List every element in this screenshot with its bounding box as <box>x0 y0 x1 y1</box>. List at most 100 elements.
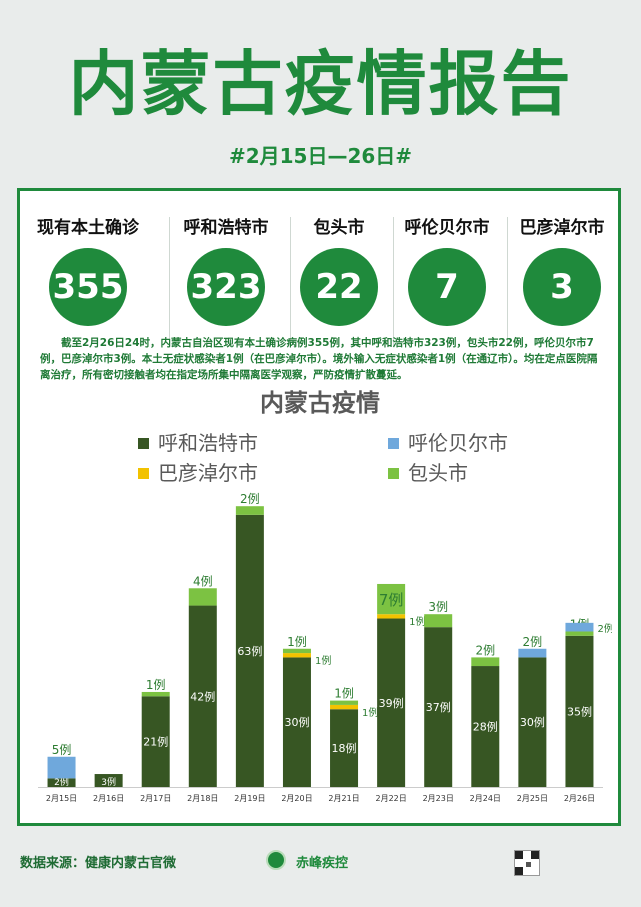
bar-segment <box>471 666 500 787</box>
data-label: 4例 <box>193 574 213 588</box>
bar-segment <box>282 648 311 654</box>
data-label: 5例 <box>52 743 72 757</box>
stat-value: 323 <box>187 248 265 326</box>
x-tick-label: 2月23日 <box>423 794 454 803</box>
bar-segment <box>235 506 264 515</box>
bar-segment <box>424 627 453 787</box>
legend-swatch <box>138 438 149 449</box>
bar-segment <box>188 588 217 606</box>
data-label: 1例 <box>287 635 307 649</box>
data-label: 2例 <box>475 643 495 657</box>
data-label: 1例 <box>334 687 354 701</box>
stat-baotou: 包头市 22 <box>281 213 397 326</box>
divider <box>507 217 508 347</box>
x-tick-label: 2月26日 <box>564 794 595 803</box>
data-label: 7例 <box>379 591 404 609</box>
bar-segment <box>565 622 594 632</box>
data-label: 30例 <box>284 715 309 729</box>
data-label: 1例 <box>146 678 166 692</box>
legend-swatch <box>138 468 149 479</box>
data-label: 1例 <box>362 706 378 719</box>
data-label: 63例 <box>237 644 262 658</box>
data-label: 28例 <box>473 720 498 734</box>
x-tick-label: 2月17日 <box>140 794 171 803</box>
qr-code-icon <box>514 850 540 876</box>
bar-segment <box>282 653 311 658</box>
stat-label: 呼伦贝尔市 <box>404 218 490 238</box>
stat-value: 22 <box>300 248 378 326</box>
report-card: 现有本土确诊 355 呼和浩特市 323 包头市 22 呼伦贝尔市 7 巴彦淖尔… <box>17 188 621 826</box>
bar-segment <box>235 514 264 787</box>
cdc-logo-icon <box>266 850 286 870</box>
stat-hohhot: 呼和浩特市 323 <box>168 213 284 326</box>
chart-bars: 2例5例3例21例1例42例4例63例2例30例1例1例18例1例1例39例1例… <box>38 492 612 788</box>
x-tick-label: 2月20日 <box>281 794 312 803</box>
data-label: 37例 <box>426 700 451 714</box>
bar-segment <box>47 756 76 779</box>
divider <box>290 217 291 347</box>
x-tick-label: 2月25日 <box>517 794 548 803</box>
bar-segment <box>377 583 406 615</box>
stat-label: 呼和浩特市 <box>183 218 269 238</box>
data-label: 1例 <box>315 654 331 667</box>
date-range: #2月15日—26日# <box>228 144 413 168</box>
data-label: 2例 <box>523 635 543 649</box>
bar-segment <box>47 778 76 787</box>
bar-segment <box>141 691 170 697</box>
legend-label: 呼和浩特市 <box>158 431 258 455</box>
bar-segment <box>330 700 359 705</box>
legend-swatch <box>388 438 399 449</box>
bar-segment <box>377 618 406 787</box>
stat-value: 3 <box>523 248 601 326</box>
x-tick-label: 2月24日 <box>470 794 501 803</box>
data-label: 2例 <box>597 622 612 635</box>
stat-label: 包头市 <box>313 218 365 238</box>
legend-label: 巴彦淖尔市 <box>158 461 258 485</box>
data-label: 2例 <box>240 492 260 506</box>
x-axis-labels: 2月15日 2月16日 2月17日 2月18日 2月19日 2月20日 2月21日 2月22日… <box>46 794 595 803</box>
divider <box>393 217 394 347</box>
legend-swatch <box>388 468 399 479</box>
stat-value: 7 <box>408 248 486 326</box>
bar-segment <box>565 631 594 636</box>
bar-segment <box>518 648 547 658</box>
data-source: 数据来源：健康内蒙古官微 <box>20 856 177 871</box>
org-name: 赤峰疾控 <box>296 856 349 871</box>
bar-segment <box>141 696 170 787</box>
data-label: 18例 <box>332 741 357 755</box>
data-label: 1例 <box>409 615 425 628</box>
stat-bayannur: 巴彦淖尔市 3 <box>504 213 620 326</box>
data-label: 3例 <box>101 776 116 788</box>
data-label: 42例 <box>190 689 215 703</box>
data-label: 2例 <box>54 776 69 788</box>
stat-hulunbuir: 呼伦贝尔市 7 <box>389 213 505 326</box>
bar-segment <box>282 657 311 787</box>
bar-segment <box>94 774 123 787</box>
data-label: 35例 <box>567 704 592 718</box>
legend-label: 呼伦贝尔市 <box>408 431 508 455</box>
x-tick-label: 2月16日 <box>93 794 124 803</box>
x-tick-label: 2月21日 <box>328 794 359 803</box>
bar-segment <box>424 614 453 628</box>
stat-value: 355 <box>49 248 127 326</box>
data-label: 3例 <box>428 600 448 614</box>
stat-label: 现有本土确诊 <box>37 218 139 238</box>
chart-title: 内蒙古疫情 <box>260 389 380 417</box>
bar-segment <box>188 605 217 787</box>
summary-text: 截至2月26日24时，内蒙古自治区现有本土确诊病例355例，其中呼和浩特市323… <box>40 337 598 381</box>
bar-segment <box>518 657 547 787</box>
bar-segment <box>471 657 500 667</box>
bar-segment <box>330 709 359 787</box>
bar-segment <box>377 614 406 619</box>
x-tick-label: 2月22日 <box>375 794 406 803</box>
stat-total: 现有本土确诊 355 <box>30 213 146 326</box>
divider <box>169 217 170 347</box>
x-tick-label: 2月18日 <box>187 794 218 803</box>
bar-segment <box>565 635 594 787</box>
page-title: 内蒙古疫情报告 <box>68 43 573 125</box>
x-tick-label: 2月15日 <box>46 794 77 803</box>
data-label: 21例 <box>143 735 168 749</box>
x-tick-label: 2月19日 <box>234 794 265 803</box>
